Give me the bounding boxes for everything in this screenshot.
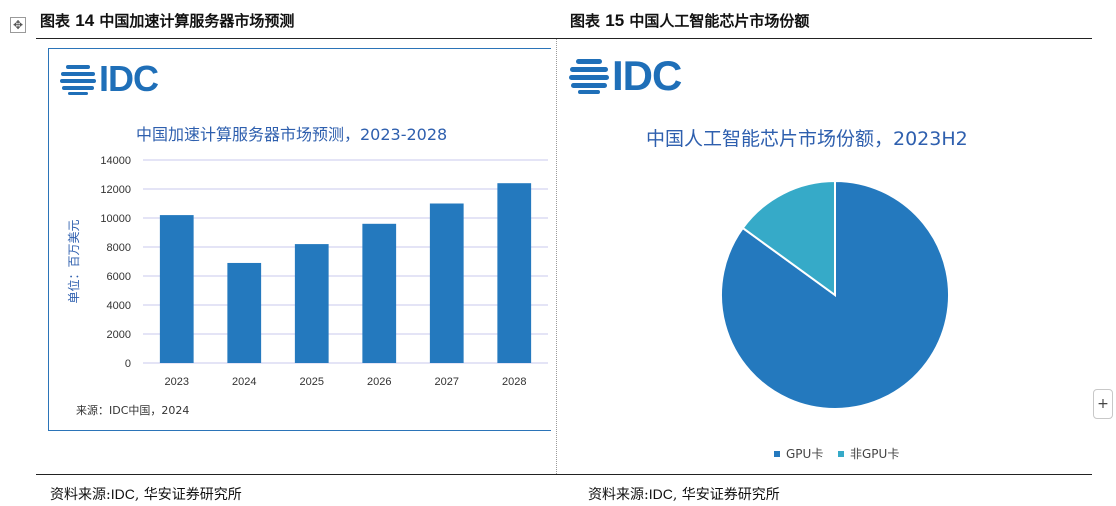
bar-chart-source: 来源：IDC中国，2024 — [76, 404, 190, 417]
pie-slice — [720, 179, 950, 410]
y-tick-label: 12000 — [100, 184, 131, 196]
pie-legend-gpu: GPU卡 — [774, 445, 823, 462]
y-tick-label: 2000 — [107, 329, 131, 341]
idc-logo-right: IDC — [569, 52, 682, 100]
y-tick-label: 4000 — [107, 300, 131, 312]
bar — [362, 223, 397, 363]
left-chart-panel — [48, 48, 551, 431]
idc-logo-left: IDC — [60, 58, 159, 100]
bar-chart-title: 中国加速计算服务器市场预测，2023-2028 — [136, 125, 448, 144]
x-tick-label: 2026 — [367, 376, 391, 388]
pie-legend-non-gpu: 非GPU卡 — [838, 445, 899, 462]
y-tick-label: 6000 — [107, 271, 131, 283]
x-tick-label: 2025 — [300, 376, 324, 388]
bar — [497, 183, 532, 363]
bar — [227, 262, 262, 363]
bar — [294, 244, 329, 363]
x-tick-label: 2028 — [502, 376, 526, 388]
idc-globe-icon — [569, 59, 609, 94]
bar — [429, 203, 464, 363]
column-divider — [556, 39, 557, 474]
idc-logo-text: IDC — [99, 58, 159, 99]
legend-swatch-non-gpu — [838, 450, 844, 457]
table-move-handle[interactable]: ✥ — [10, 17, 26, 33]
y-tick-label: 8000 — [107, 242, 131, 254]
x-tick-label: 2023 — [165, 376, 189, 388]
table-top-rule — [36, 38, 1092, 39]
figure-15-title: 图表 15 中国人工智能芯片市场份额 — [570, 11, 810, 30]
pie-slice — [741, 179, 836, 297]
x-tick-label: 2027 — [435, 376, 459, 388]
figure-14-title: 图表 14 中国加速计算服务器市场预测 — [40, 11, 295, 30]
legend-label-gpu: GPU卡 — [786, 447, 824, 461]
right-source-note: 资料来源:IDC, 华安证券研究所 — [588, 486, 780, 503]
pie-chart-title: 中国人工智能芯片市场份额，2023H2 — [646, 128, 968, 150]
add-row-button[interactable]: + — [1093, 389, 1113, 419]
bar — [159, 215, 194, 363]
idc-globe-icon — [60, 65, 96, 95]
bar-chart: 0 2000 4000 6000 8000 10000 12000 14000 2023 2024… — [66, 155, 548, 388]
y-tick-label: 10000 — [100, 213, 131, 225]
y-axis-label: 单位：百万美元 — [66, 219, 81, 303]
y-tick-label: 0 — [125, 358, 131, 370]
left-source-note: 资料来源:IDC, 华安证券研究所 — [50, 486, 242, 503]
x-tick-label: 2024 — [232, 376, 256, 388]
table-bottom-rule — [36, 474, 1092, 475]
idc-logo-text: IDC — [612, 52, 682, 99]
pie-chart — [720, 179, 950, 410]
legend-swatch-gpu — [774, 450, 780, 457]
legend-label-non-gpu: 非GPU卡 — [850, 447, 900, 461]
y-tick-label: 14000 — [100, 155, 131, 167]
